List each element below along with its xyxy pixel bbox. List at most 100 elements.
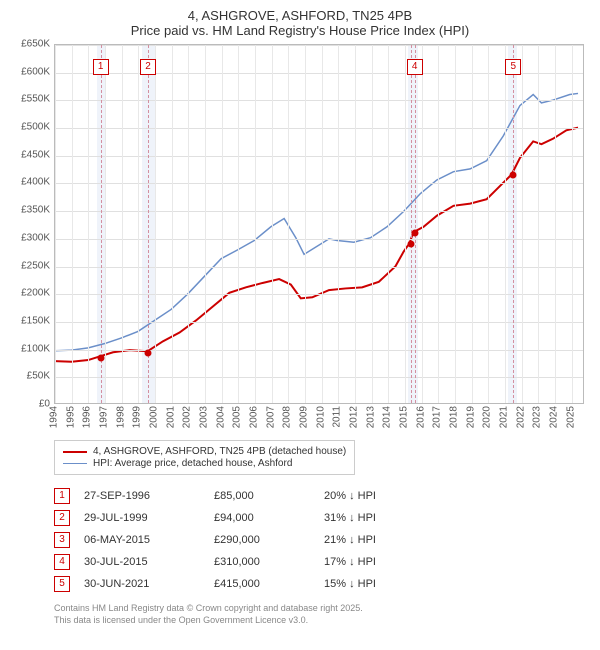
x-tick-label: 2009 (299, 406, 310, 428)
gridline-vertical (122, 45, 123, 403)
gridline-horizontal (55, 73, 583, 74)
y-tick-label: £550K (21, 94, 50, 105)
transaction-dash-line (411, 45, 412, 403)
x-tick-label: 2018 (449, 406, 460, 428)
x-tick-label: 1997 (99, 406, 110, 428)
gridline-horizontal (55, 322, 583, 323)
transaction-dash-line (415, 45, 416, 403)
gridline-horizontal (55, 183, 583, 184)
gridline-vertical (205, 45, 206, 403)
gridline-vertical (372, 45, 373, 403)
chart-container: 4, ASHGROVE, ASHFORD, TN25 4PB Price pai… (0, 0, 600, 634)
legend-label: 4, ASHGROVE, ASHFORD, TN25 4PB (detached… (93, 446, 346, 457)
gridline-vertical (288, 45, 289, 403)
transaction-date: 30-JUL-2015 (84, 556, 214, 568)
transaction-number-box: 3 (54, 532, 70, 548)
transaction-marker-box: 4 (407, 59, 423, 75)
y-tick-label: £300K (21, 232, 50, 243)
legend-row: HPI: Average price, detached house, Ashf… (63, 458, 346, 469)
x-tick-label: 2024 (549, 406, 560, 428)
gridline-vertical (422, 45, 423, 403)
y-tick-label: £100K (21, 343, 50, 354)
x-tick-label: 2002 (182, 406, 193, 428)
x-tick-label: 2010 (315, 406, 326, 428)
x-tick-label: 2016 (415, 406, 426, 428)
transaction-date: 06-MAY-2015 (84, 534, 214, 546)
legend-swatch (63, 463, 87, 464)
x-tick-label: 2007 (265, 406, 276, 428)
title-line-2: Price paid vs. HM Land Registry's House … (10, 23, 590, 38)
plot-area: 1245 (54, 44, 584, 404)
gridline-horizontal (55, 156, 583, 157)
transaction-row: 3 06-MAY-2015£290,00021% ↓ HPI (54, 529, 590, 551)
x-tick-label: 1995 (65, 406, 76, 428)
chart-area: £0£50K£100K£150K£200K£250K£300K£350K£400… (10, 44, 590, 434)
transaction-number-box: 4 (54, 554, 70, 570)
x-tick-label: 2021 (499, 406, 510, 428)
transaction-diff: 17% ↓ HPI (324, 556, 434, 568)
gridline-vertical (138, 45, 139, 403)
gridline-vertical (72, 45, 73, 403)
x-tick-label: 2005 (232, 406, 243, 428)
transaction-row: 530-JUN-2021£415,00015% ↓ HPI (54, 573, 590, 595)
legend-swatch (63, 451, 87, 453)
transaction-diff: 20% ↓ HPI (324, 490, 434, 502)
transaction-price: £85,000 (214, 490, 324, 502)
transaction-date: 29-JUL-1999 (84, 512, 214, 524)
gridline-horizontal (55, 128, 583, 129)
x-tick-label: 1994 (49, 406, 60, 428)
gridline-vertical (188, 45, 189, 403)
transaction-table: 127-SEP-1996£85,00020% ↓ HPI 2 29-JUL-1999… (54, 485, 590, 595)
y-tick-label: £350K (21, 205, 50, 216)
x-tick-label: 2000 (149, 406, 160, 428)
gridline-vertical (438, 45, 439, 403)
transaction-date: 30-JUN-2021 (84, 578, 214, 590)
x-tick-label: 2013 (365, 406, 376, 428)
gridline-vertical (455, 45, 456, 403)
gridline-vertical (472, 45, 473, 403)
transaction-number-box: 2 (54, 510, 70, 526)
chart-title-block: 4, ASHGROVE, ASHFORD, TN25 4PB Price pai… (10, 8, 590, 38)
gridline-horizontal (55, 350, 583, 351)
series-line-hpi (55, 93, 578, 350)
y-tick-label: £500K (21, 122, 50, 133)
transaction-row: 430-JUL-2015£310,00017% ↓ HPI (54, 551, 590, 573)
transaction-row: 127-SEP-1996£85,00020% ↓ HPI (54, 485, 590, 507)
gridline-vertical (338, 45, 339, 403)
gridline-vertical (155, 45, 156, 403)
gridline-horizontal (55, 294, 583, 295)
transaction-dot (97, 354, 104, 361)
transaction-marker-box: 2 (140, 59, 156, 75)
title-line-1: 4, ASHGROVE, ASHFORD, TN25 4PB (10, 8, 590, 23)
gridline-vertical (105, 45, 106, 403)
y-tick-label: £650K (21, 39, 50, 50)
gridline-vertical (272, 45, 273, 403)
gridline-vertical (405, 45, 406, 403)
y-tick-label: £450K (21, 149, 50, 160)
x-tick-label: 1998 (115, 406, 126, 428)
gridline-horizontal (55, 45, 583, 46)
x-tick-label: 2014 (382, 406, 393, 428)
transaction-marker-box: 1 (93, 59, 109, 75)
series-line-price_paid (55, 128, 578, 362)
x-axis: 1994199519961997199819992000200120022003… (54, 404, 584, 434)
y-tick-label: £50K (27, 371, 50, 382)
x-tick-label: 2008 (282, 406, 293, 428)
transaction-price: £290,000 (214, 534, 324, 546)
gridline-horizontal (55, 100, 583, 101)
x-tick-label: 2017 (432, 406, 443, 428)
x-tick-label: 1996 (82, 406, 93, 428)
x-tick-label: 2003 (199, 406, 210, 428)
gridline-vertical (222, 45, 223, 403)
y-tick-label: £250K (21, 260, 50, 271)
x-tick-label: 2023 (532, 406, 543, 428)
chart-legend: 4, ASHGROVE, ASHFORD, TN25 4PB (detached… (54, 440, 355, 475)
gridline-vertical (88, 45, 89, 403)
footer-line-2: This data is licensed under the Open Gov… (54, 615, 590, 627)
x-tick-label: 2025 (565, 406, 576, 428)
x-tick-label: 1999 (132, 406, 143, 428)
transaction-diff: 21% ↓ HPI (324, 534, 434, 546)
x-tick-label: 2004 (215, 406, 226, 428)
transaction-number-box: 5 (54, 576, 70, 592)
gridline-horizontal (55, 267, 583, 268)
